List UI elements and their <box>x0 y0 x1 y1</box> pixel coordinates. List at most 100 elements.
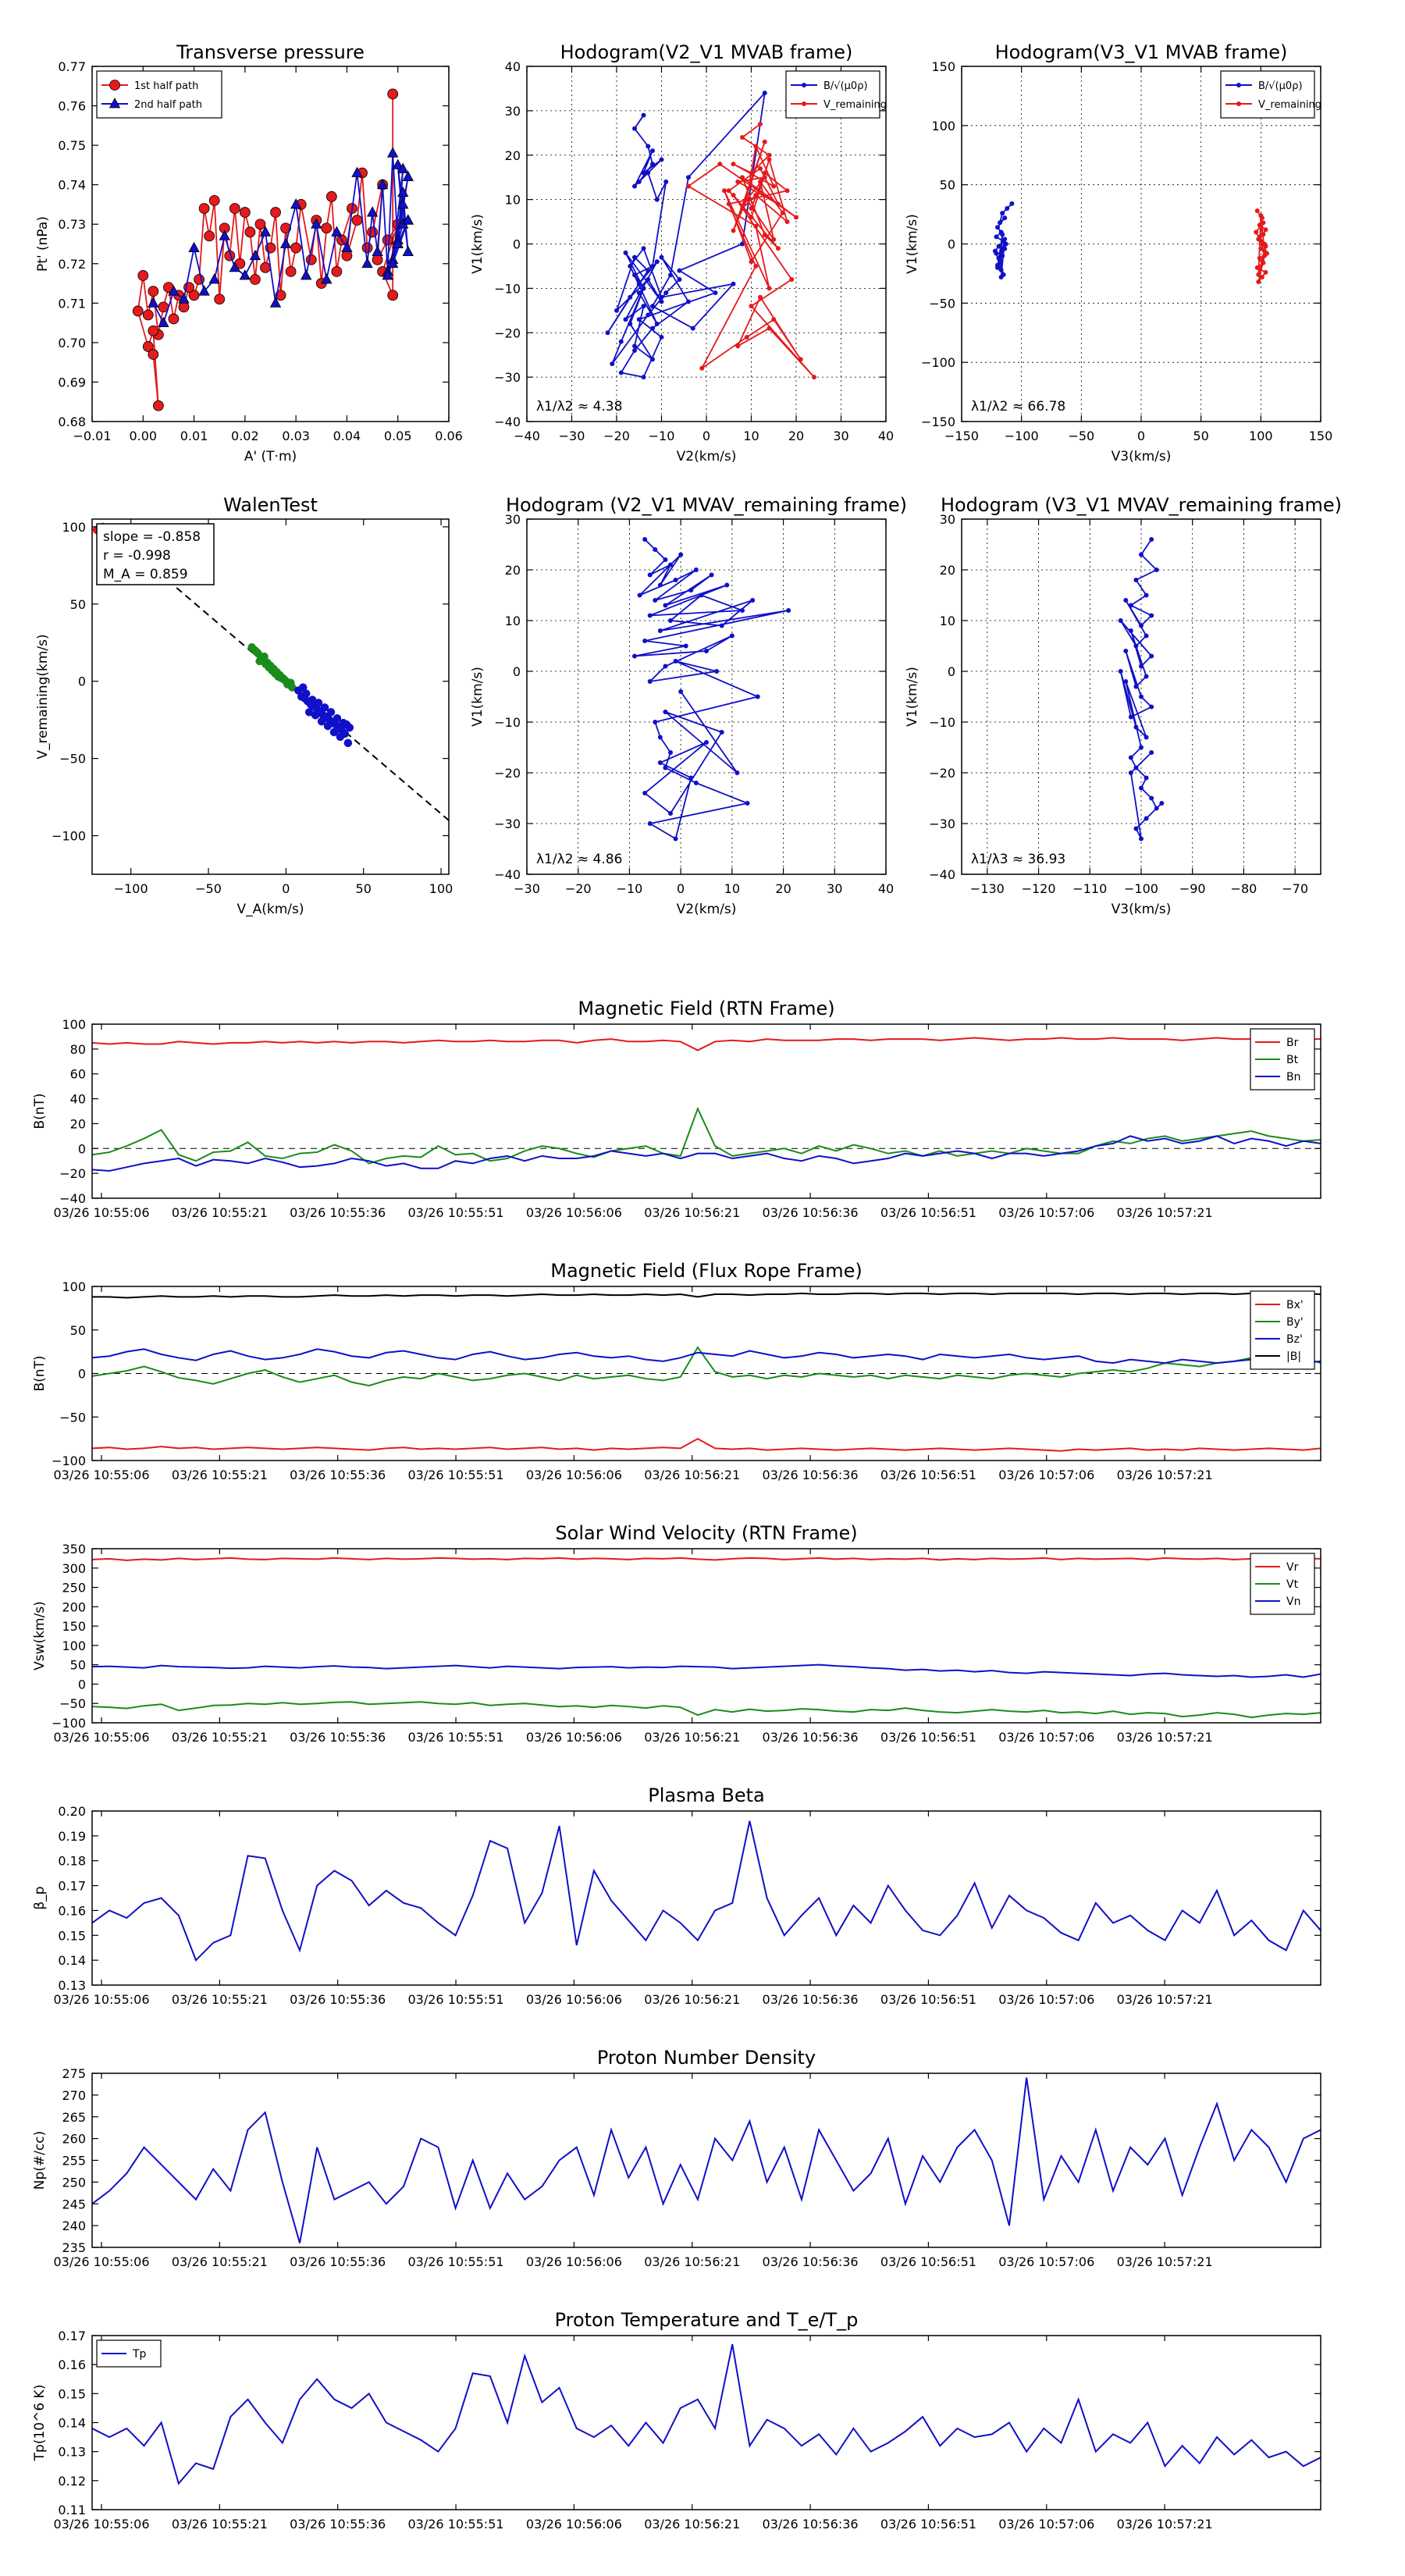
legend-label: Vr <box>1286 1561 1299 1574</box>
x-tick-label: 40 <box>878 881 894 896</box>
data-point <box>387 290 399 301</box>
data-point <box>683 643 688 649</box>
x-tick-label: 10 <box>724 881 740 896</box>
y-axis-label: V1(km/s) <box>470 214 486 274</box>
data-point <box>1149 537 1154 542</box>
y-tick-label: 0 <box>78 1141 86 1156</box>
plot-area <box>605 91 816 380</box>
data-point <box>641 286 646 291</box>
legend: 1st half path 2nd half path <box>96 70 222 119</box>
data-point <box>249 249 261 261</box>
plot-frame <box>91 518 450 875</box>
data-point <box>1144 633 1149 639</box>
y-tick-label: −30 <box>494 817 521 831</box>
data-point <box>1128 714 1133 720</box>
data-point <box>250 274 261 285</box>
data-point <box>650 304 655 309</box>
data-point <box>1149 795 1154 801</box>
data-point <box>657 582 663 588</box>
time-tick-label: 03/26 10:55:51 <box>408 1992 504 2007</box>
data-point <box>387 257 399 269</box>
data-point <box>731 162 736 167</box>
time-tick-label: 03/26 10:55:06 <box>53 1992 149 2007</box>
time-tick-label: 03/26 10:55:36 <box>290 1205 386 1220</box>
data-point <box>659 157 664 162</box>
data-point <box>132 305 144 317</box>
data-point <box>753 192 759 197</box>
y-axis-label: Np(#/cc) <box>32 2131 48 2190</box>
data-point <box>283 680 292 688</box>
data-point <box>229 261 240 272</box>
data-point <box>686 183 691 189</box>
time-tick-label: 03/26 10:56:06 <box>526 1730 622 1745</box>
data-point <box>641 375 646 380</box>
data-point <box>351 215 363 226</box>
data-point <box>382 269 393 280</box>
data-point <box>642 537 648 542</box>
series-line-0 <box>634 539 789 840</box>
x-tick-label: 100 <box>429 881 454 896</box>
legend-label: By' <box>1286 1316 1304 1329</box>
hodogram-v3v1-mvav-chart: Hodogram (V3_V1 MVAV_remaining frame) −13… <box>905 494 1342 917</box>
data-point <box>998 220 1003 226</box>
data-point <box>1133 578 1139 582</box>
data-point <box>632 183 637 189</box>
y-tick-label: −20 <box>494 766 521 781</box>
time-tick-label: 03/26 10:56:21 <box>644 2517 740 2532</box>
time-tick-label: 03/26 10:56:21 <box>644 1468 740 1482</box>
data-point <box>650 148 655 154</box>
data-point <box>1263 227 1268 233</box>
y-axis-label: V1(km/s) <box>470 667 486 727</box>
time-tick-label: 03/26 10:56:51 <box>880 2517 976 2532</box>
data-point <box>1259 258 1264 263</box>
data-point <box>341 241 353 252</box>
legend-marker <box>1236 101 1241 106</box>
series-line-0 <box>91 2077 1321 2243</box>
data-point <box>614 308 619 313</box>
data-point <box>714 669 720 674</box>
y-tick-label: 250 <box>62 2175 86 2190</box>
data-point <box>646 277 651 282</box>
data-point <box>653 598 658 603</box>
data-point <box>653 547 658 552</box>
data-point <box>632 126 637 131</box>
y-tick-label: 30 <box>505 512 521 527</box>
legend-label: Bx' <box>1286 1299 1304 1311</box>
time-tick-label: 03/26 10:56:06 <box>526 2517 622 2532</box>
data-point <box>343 738 353 748</box>
data-point <box>653 720 658 724</box>
data-point <box>1133 826 1139 831</box>
data-point <box>647 613 653 618</box>
x-tick-label: 40 <box>878 429 894 443</box>
x-tick-label: 50 <box>1193 429 1208 443</box>
data-point <box>677 268 682 273</box>
data-point <box>270 207 281 218</box>
y-tick-label: 0.69 <box>58 375 86 390</box>
y-tick-label: 350 <box>62 1542 86 1557</box>
stats-line: slope = -0.858 <box>103 529 201 545</box>
data-point <box>254 219 266 230</box>
x-tick-label: −80 <box>1231 881 1257 896</box>
x-tick-label: 0.06 <box>435 429 463 443</box>
time-tick-label: 03/26 10:57:21 <box>1117 2254 1213 2269</box>
data-point <box>269 297 282 308</box>
data-point <box>244 226 256 238</box>
y-tick-label: 0 <box>513 664 521 679</box>
y-tick-label: 0.71 <box>58 296 86 311</box>
data-point <box>1002 215 1008 221</box>
data-point <box>392 237 404 248</box>
time-tick-label: 03/26 10:57:06 <box>998 2254 1094 2269</box>
x-tick-label: −20 <box>603 429 630 443</box>
legend-label: Vt <box>1286 1578 1299 1591</box>
y-tick-label: 0 <box>78 674 86 689</box>
data-point <box>632 653 637 659</box>
series-line-2 <box>91 1663 1321 1678</box>
data-point <box>998 274 1004 279</box>
y-tick-label: −10 <box>494 281 521 296</box>
time-tick-label: 03/26 10:56:21 <box>644 1992 740 2007</box>
plot-frame <box>91 1810 1321 1986</box>
y-tick-label: 20 <box>505 563 521 578</box>
time-tick-label: 03/26 10:55:21 <box>172 1730 268 1745</box>
data-point <box>178 301 190 313</box>
data-point <box>1144 735 1149 740</box>
